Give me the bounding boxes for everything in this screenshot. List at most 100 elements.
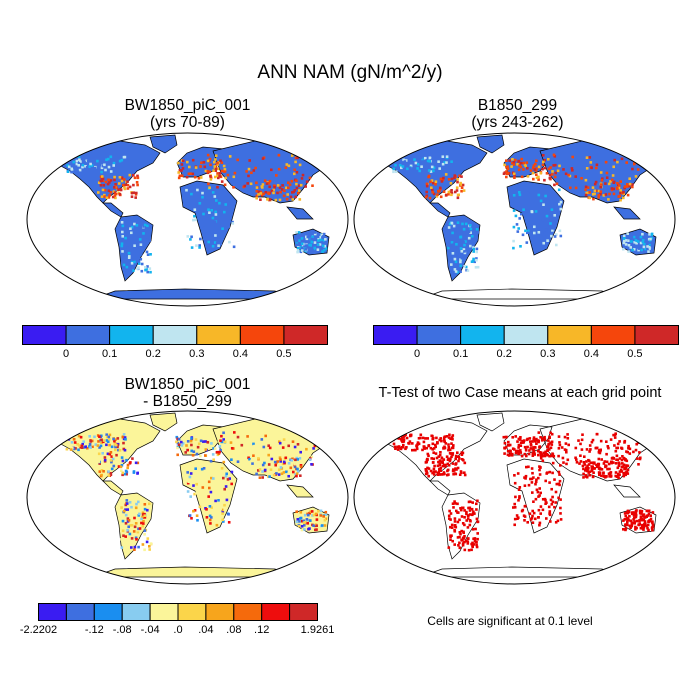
grid-cell (75, 159, 79, 163)
grid-cell (139, 253, 143, 256)
grid-cell (605, 440, 608, 443)
grid-cell (605, 176, 609, 179)
grid-cell (208, 211, 211, 214)
grid-cell (267, 444, 270, 447)
grid-cell (443, 439, 446, 442)
grid-cell (632, 242, 636, 246)
grid-cell (503, 446, 506, 450)
grid-cell (312, 244, 315, 247)
grid-cell (646, 526, 649, 530)
grid-cell (323, 524, 327, 527)
grid-cell (287, 462, 291, 465)
grid-cell (77, 434, 81, 438)
landmass-central-america (102, 202, 124, 218)
grid-cell (425, 190, 428, 194)
grid-cell (321, 235, 325, 238)
grid-cell (442, 176, 445, 180)
grid-cell (72, 438, 76, 441)
grid-cell (208, 170, 212, 174)
grid-cell (416, 167, 419, 170)
grid-cell (392, 442, 396, 446)
grid-cell (216, 450, 219, 454)
grid-cell (543, 166, 547, 170)
grid-cell (475, 258, 478, 262)
grid-cell (475, 250, 478, 254)
grid-cell (439, 469, 442, 472)
grid-cell (245, 170, 248, 173)
grid-cell (118, 192, 122, 196)
grid-cell (539, 466, 542, 469)
grid-cell (204, 232, 208, 235)
grid-cell (120, 158, 124, 162)
grid-cell (570, 167, 574, 170)
grid-cell (524, 474, 528, 478)
grid-cell (584, 188, 587, 191)
grid-cell (279, 460, 282, 463)
grid-cell (255, 194, 259, 198)
grid-cell (125, 472, 128, 476)
grid-cell (592, 467, 596, 470)
grid-cell (80, 444, 84, 448)
grid-cell (217, 452, 221, 455)
landmass-southeast-asia (286, 206, 314, 220)
grid-cell (628, 154, 631, 157)
landmass-greenland (476, 134, 505, 154)
grid-cell (650, 232, 654, 236)
grid-cell (557, 447, 561, 450)
grid-cell (577, 439, 580, 442)
grid-cell (128, 524, 132, 527)
grid-cell (517, 227, 520, 230)
grid-cell (225, 472, 228, 476)
grid-cell (119, 188, 123, 191)
grid-cell (101, 452, 104, 455)
grid-cell (447, 443, 450, 446)
grid-cell (449, 518, 452, 521)
grid-cell (430, 457, 433, 460)
grid-cell (408, 440, 412, 443)
grid-cell (124, 469, 128, 473)
grid-cell (651, 511, 655, 514)
grid-cell (602, 462, 606, 465)
grid-cell (450, 191, 454, 195)
grid-cell (120, 221, 124, 224)
grid-cell (69, 155, 72, 158)
colorbar-swatch (460, 325, 505, 345)
grid-cell (186, 440, 190, 443)
grid-cell (463, 471, 466, 474)
grid-cell (579, 460, 583, 463)
grid-cell (126, 187, 130, 190)
grid-cell (459, 181, 462, 185)
grid-cell (596, 465, 599, 469)
grid-cell (259, 198, 262, 201)
grid-cell (419, 436, 422, 440)
grid-cell (539, 512, 542, 515)
grid-cell (436, 193, 439, 196)
grid-cell (612, 192, 616, 196)
grid-cell (511, 158, 514, 161)
grid-cell (541, 498, 545, 501)
grid-cell (467, 230, 471, 234)
grid-cell (203, 165, 207, 169)
grid-cell (449, 437, 452, 440)
grid-cell (452, 224, 456, 228)
grid-cell (537, 516, 540, 519)
cb1-label-0: 0 (63, 348, 70, 360)
grid-cell (624, 471, 628, 474)
grid-cell (612, 181, 615, 184)
grid-cell (632, 248, 636, 251)
grid-cell (142, 522, 145, 525)
grid-cell (450, 177, 454, 181)
grid-cell (582, 476, 585, 479)
grid-cell (559, 498, 562, 501)
grid-cell (542, 154, 545, 157)
grid-cell (442, 458, 446, 461)
grid-cell (230, 482, 233, 486)
grid-cell (550, 432, 554, 436)
grid-cell (105, 433, 108, 436)
grid-cell (66, 164, 69, 167)
grid-cell (606, 467, 609, 471)
grid-cell (645, 524, 648, 528)
grid-cell (637, 234, 640, 238)
grid-cell (558, 443, 562, 447)
grid-cell (449, 538, 452, 541)
